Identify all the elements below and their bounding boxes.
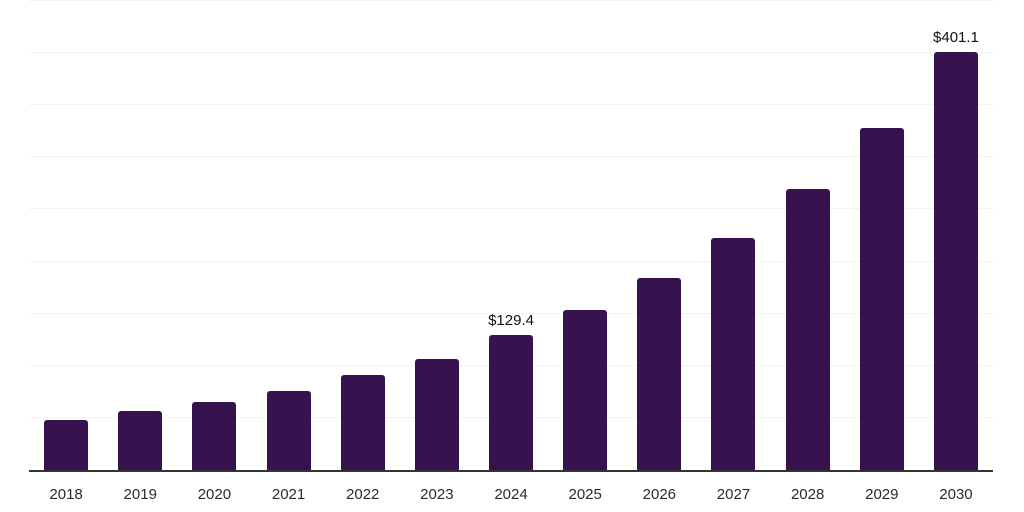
bar-column-2026 bbox=[622, 0, 696, 470]
gridline bbox=[29, 208, 993, 210]
bar-column-2019 bbox=[103, 0, 177, 470]
x-tick-label-2018: 2018 bbox=[49, 486, 83, 503]
bar-2024 bbox=[489, 335, 534, 470]
bar-columns: $129.4 $401.1 bbox=[29, 0, 993, 470]
bar-2020 bbox=[192, 402, 237, 470]
bar-value-label-2024: $129.4 bbox=[488, 312, 534, 330]
bar-column-2023 bbox=[400, 0, 474, 470]
x-tick-label-2021: 2021 bbox=[271, 486, 306, 503]
x-tick-label-2030: 2030 bbox=[939, 486, 973, 503]
bar-2029 bbox=[859, 128, 904, 470]
bar-column-2029 bbox=[845, 0, 919, 470]
x-tick-label-2019: 2019 bbox=[123, 486, 157, 503]
gridline bbox=[29, 52, 993, 54]
bar-column-2024: $129.4 bbox=[474, 0, 548, 470]
bar-2027 bbox=[711, 237, 756, 470]
bar-2026 bbox=[637, 278, 682, 470]
bar-2021 bbox=[266, 391, 311, 470]
x-tick-label-2023: 2023 bbox=[420, 486, 454, 503]
bar-2025 bbox=[563, 310, 608, 470]
x-tick-label-2027: 2027 bbox=[716, 486, 751, 503]
bar-column-2018 bbox=[29, 0, 103, 470]
plot-area: $129.4 $401.1 bbox=[29, 0, 993, 472]
gridline bbox=[29, 312, 993, 314]
x-tick-label-2022: 2022 bbox=[346, 486, 380, 503]
x-tick-label-2020: 2020 bbox=[197, 486, 232, 503]
gridline bbox=[29, 104, 993, 106]
bar-column-2022 bbox=[326, 0, 400, 470]
bar-2028 bbox=[785, 188, 830, 470]
x-axis-labels: 2018 2019 2020 2021 2022 2023 2024 2025 2026 2027… bbox=[29, 472, 993, 503]
bar-column-2020 bbox=[177, 0, 251, 470]
bar-2023 bbox=[414, 358, 459, 470]
x-tick-label-2028: 2028 bbox=[790, 486, 825, 503]
x-tick-label-2024: 2024 bbox=[494, 486, 528, 503]
bar-column-2030: $401.1 bbox=[919, 0, 993, 470]
gridline bbox=[29, 156, 993, 158]
gridline bbox=[29, 0, 993, 1]
bar-value-label-2030: $401.1 bbox=[933, 28, 979, 46]
bar-2030 bbox=[933, 51, 978, 470]
bar-column-2025 bbox=[548, 0, 622, 470]
bar-2018 bbox=[44, 419, 89, 470]
x-tick-label-2025: 2025 bbox=[568, 486, 602, 503]
bar-column-2027 bbox=[696, 0, 770, 470]
bar-column-2028 bbox=[771, 0, 845, 470]
x-tick-label-2029: 2029 bbox=[865, 486, 899, 503]
bar-column-2021 bbox=[251, 0, 325, 470]
bar-2019 bbox=[118, 411, 163, 470]
gridline bbox=[29, 260, 993, 262]
bar-2022 bbox=[340, 375, 385, 470]
x-tick-label-2026: 2026 bbox=[642, 486, 677, 503]
